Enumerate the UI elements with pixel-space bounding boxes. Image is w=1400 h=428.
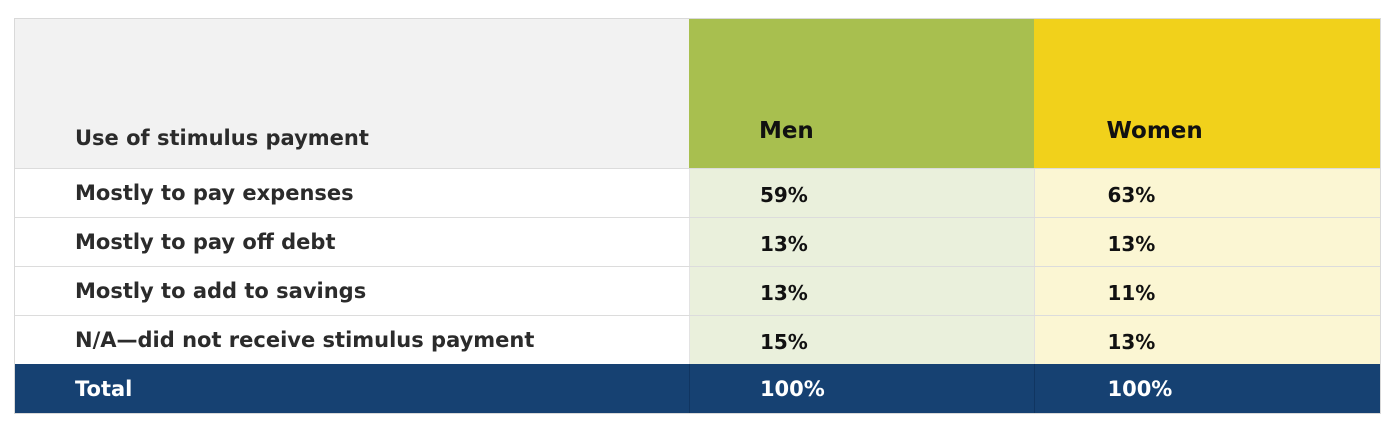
women-value: 13% [1034,218,1380,266]
women-value: 11% [1034,267,1380,315]
men-value: 13% [688,267,1035,315]
header-use-of-stimulus: Use of stimulus payment [15,19,689,168]
table-row: Mostly to add to savings 13% 11% [15,266,1380,315]
men-value: 13% [688,218,1035,266]
total-women-value: 100% [1034,364,1380,413]
row-label: Mostly to pay off debt [15,218,689,266]
table-total-row: Total 100% 100% [15,364,1380,413]
row-label: Mostly to add to savings [15,267,689,315]
table-row: Mostly to pay expenses 59% 63% [15,168,1380,217]
women-value: 13% [1034,316,1380,364]
row-label: N/A—did not receive stimulus payment [15,316,689,364]
total-men-value: 100% [688,364,1035,413]
table-header-row: Use of stimulus payment Men Women [15,19,1380,168]
stimulus-table: Use of stimulus payment Men Women Mostly… [14,18,1381,414]
total-label: Total [15,364,689,413]
table-row: N/A—did not receive stimulus payment 15%… [15,315,1380,364]
row-label: Mostly to pay expenses [15,169,689,217]
header-men: Men [688,19,1035,168]
table-row: Mostly to pay off debt 13% 13% [15,217,1380,266]
header-women: Women [1034,19,1380,168]
men-value: 15% [688,316,1035,364]
women-value: 63% [1034,169,1380,217]
men-value: 59% [688,169,1035,217]
